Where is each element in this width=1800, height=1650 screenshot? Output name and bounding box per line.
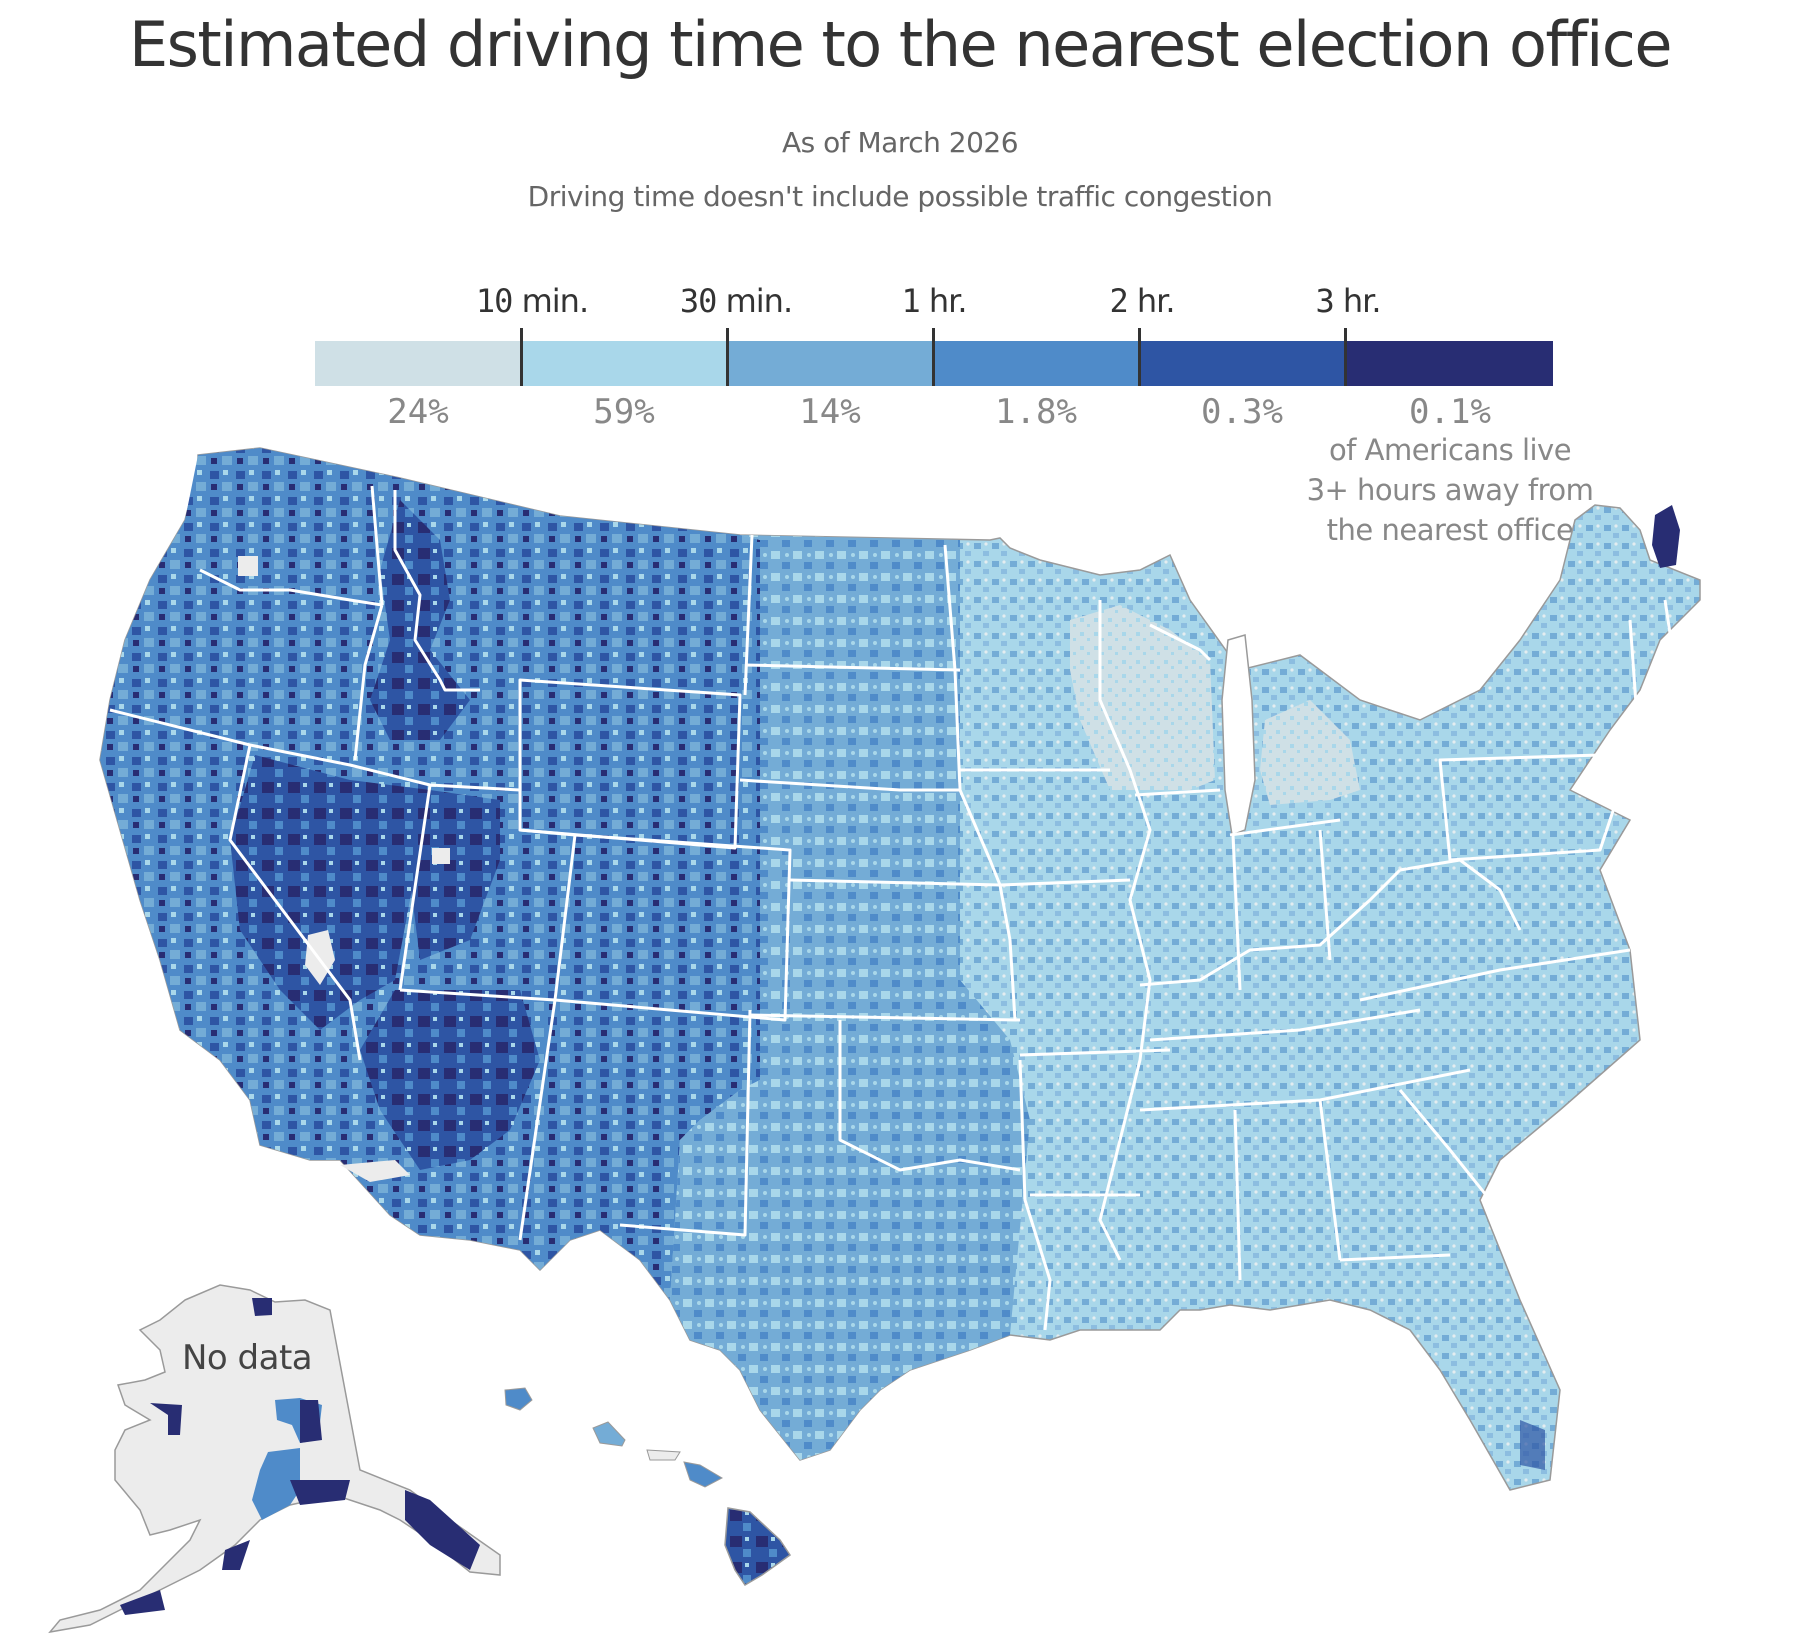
alaska-dark-region [252, 1298, 272, 1316]
legend-tick-label: 10 min. [475, 282, 589, 320]
alaska-dark-region [120, 1590, 165, 1615]
hawaii-kauai [504, 1387, 533, 1411]
region-dark-nevada [230, 755, 430, 1030]
legend-tick-0 [520, 328, 523, 386]
legend-share: 0.1% [1409, 392, 1491, 432]
legend-tick-label: 1 hr. [901, 282, 967, 320]
legend-share: 0.3% [1201, 392, 1283, 432]
hawaii-big-island [724, 1507, 792, 1587]
legend-share: 1.8% [995, 392, 1077, 432]
legend-tick-label: 2 hr. [1109, 282, 1175, 320]
hawaii-molokai [646, 1449, 681, 1461]
legend-bin-3 [933, 341, 1141, 386]
region-dark-maine [1652, 505, 1680, 568]
region-dark-arizona [360, 990, 540, 1170]
legend-tick-label: 30 min. [679, 282, 793, 320]
legend-annotation: of Americans live 3+ hours away from the… [1275, 430, 1625, 550]
legend-bin-0 [315, 341, 522, 386]
no-data-patch [238, 556, 258, 576]
no-data-patch [340, 1160, 410, 1182]
legend-tick-2 [932, 328, 935, 386]
legend-share: 59% [593, 392, 655, 432]
alaska-dark-region [300, 1400, 322, 1443]
color-legend [315, 341, 1553, 386]
region-dark-utah [410, 790, 500, 960]
legend-bin-4 [1140, 341, 1347, 386]
annotation-line: the nearest office [1326, 513, 1574, 547]
legend-tick-label: 3 hr. [1315, 282, 1381, 320]
region-plains [670, 535, 1030, 1460]
annotation-line: of Americans live [1328, 433, 1572, 467]
legend-bin-1 [521, 341, 728, 386]
region-light-greatlakes [1070, 605, 1215, 790]
no-data-patch [432, 848, 450, 864]
region-dark-idaho [370, 500, 470, 740]
alaska-dark-region [150, 1403, 182, 1435]
annotation-line: 3+ hours away from [1306, 473, 1594, 507]
state-borders [109, 485, 1701, 1331]
subtitle-date: As of March 2026 [781, 126, 1019, 159]
legend-tick-3 [1138, 328, 1141, 386]
legend-tick-1 [726, 328, 729, 386]
lake-michigan [1221, 634, 1256, 837]
hawaii-maui [683, 1461, 724, 1488]
legend-tick-4 [1344, 328, 1347, 386]
hawaii-oahu [592, 1421, 626, 1447]
region-dark-gulf [1520, 1420, 1545, 1470]
legend-share: 14% [799, 392, 861, 432]
subtitle-note: Driving time doesn't include possible tr… [527, 180, 1273, 213]
no-data-label: No data [182, 1338, 313, 1378]
alaska-dark-region [290, 1480, 350, 1505]
chart-title: Estimated driving time to the nearest el… [128, 8, 1673, 81]
alaska-mixed-region [252, 1448, 300, 1520]
legend-share: 24% [387, 392, 449, 432]
legend-bin-5 [1346, 341, 1553, 386]
region-light-michigan [1260, 700, 1360, 805]
legend-bin-2 [727, 341, 934, 386]
alaska-dark-region [222, 1540, 250, 1570]
alaska-dark-region [405, 1490, 480, 1570]
